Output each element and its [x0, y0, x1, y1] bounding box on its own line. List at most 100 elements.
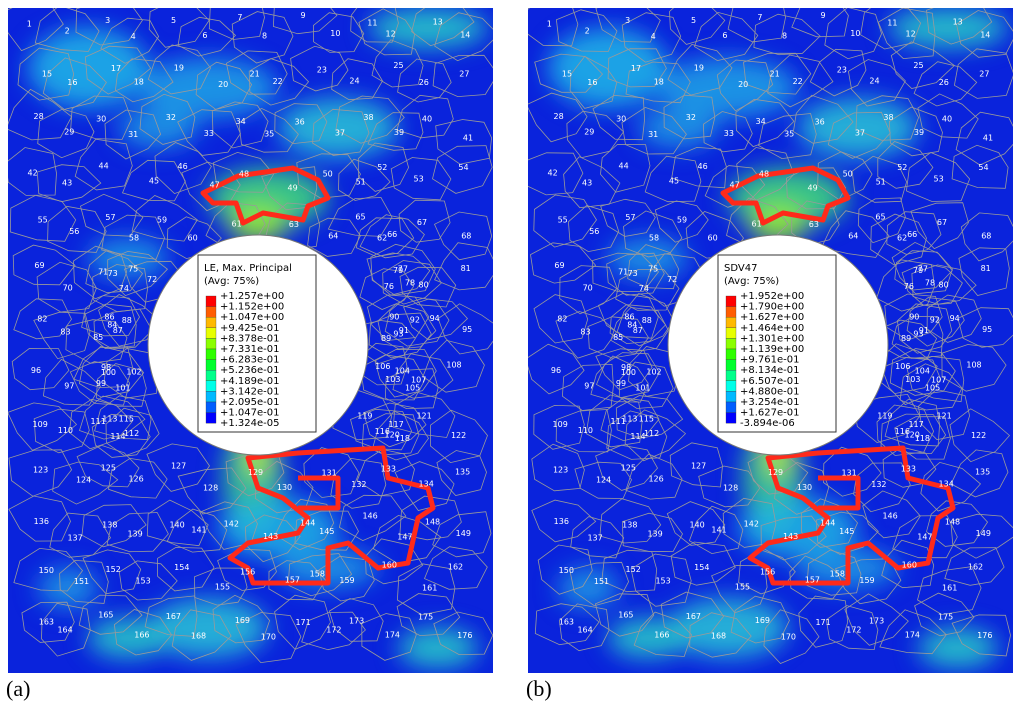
legend-box — [197, 254, 317, 433]
legend-value: +1.627e-01 — [740, 408, 800, 419]
grain-boundary — [177, 467, 247, 515]
grain-boundary — [669, 442, 723, 488]
grain-boundary — [958, 247, 1010, 296]
grain-label: 1 — [27, 20, 32, 29]
highlight-outline — [720, 165, 851, 226]
grain-label: 40 — [942, 114, 952, 123]
grain-boundary — [301, 611, 366, 651]
grain-label: 138 — [622, 520, 637, 529]
grain-label: 17 — [631, 64, 641, 73]
grain-boundary — [84, 45, 152, 95]
grain-boundary — [437, 303, 493, 355]
grain-boundary — [531, 499, 597, 543]
grain-boundary — [80, 193, 144, 237]
grain-boundary — [248, 58, 310, 106]
grain-boundary — [669, 8, 726, 45]
grain-label: 68 — [461, 232, 471, 241]
legend-swatch — [205, 412, 217, 424]
legend-value: +4.880e-01 — [740, 386, 800, 397]
grain-label: 161 — [422, 584, 437, 593]
grain-boundary — [290, 45, 349, 92]
grain-label: 55 — [558, 215, 568, 224]
grain-label: 23 — [317, 66, 327, 75]
grain-label: 88 — [642, 316, 652, 325]
grain-boundary — [595, 352, 660, 399]
grain-label: 48 — [239, 170, 249, 179]
grain-label: 125 — [621, 464, 636, 473]
grain-boundary — [881, 539, 935, 589]
grain-label: 77 — [918, 265, 928, 274]
grain-boundary — [817, 151, 873, 201]
grain-label: 133 — [901, 465, 916, 474]
grain-boundary — [533, 194, 597, 248]
grain-boundary — [42, 358, 102, 406]
grain-boundary — [555, 311, 618, 359]
grain-label: 160 — [382, 561, 397, 570]
grain-boundary — [73, 346, 134, 389]
grain-label: 104 — [915, 367, 930, 376]
grain-label: 6 — [722, 31, 727, 40]
grain-label: 167 — [686, 612, 701, 621]
grain-boundary — [530, 242, 597, 284]
grain-label: 127 — [171, 461, 186, 470]
grain-label: 97 — [584, 382, 594, 391]
grain-label: 163 — [559, 618, 574, 627]
legend-value: +1.257e+00 — [220, 291, 284, 302]
grain-label: 87 — [633, 326, 643, 335]
grain-label: 7 — [237, 13, 242, 22]
legend-value: -3.894e-06 — [740, 418, 795, 429]
legend-swatch — [725, 295, 737, 307]
grain-boundary — [396, 94, 454, 139]
grain-label: 8 — [782, 32, 787, 41]
grain-boundary — [533, 294, 589, 344]
grain-label: 9 — [300, 11, 305, 20]
grain-label: 132 — [351, 480, 366, 489]
grain-label: 53 — [414, 175, 424, 184]
grain-label: 174 — [385, 630, 400, 639]
grain-boundary — [882, 446, 937, 488]
grain-boundary — [599, 498, 662, 544]
grain-label: 10 — [330, 29, 340, 38]
legend-value: +9.761e-01 — [740, 355, 800, 366]
grain-label: 67 — [417, 218, 427, 227]
grain-boundary — [8, 449, 73, 497]
grain-label: 169 — [755, 616, 770, 625]
grain-label: 151 — [594, 577, 609, 586]
grain-boundary — [789, 555, 848, 600]
grain-label: 116 — [375, 427, 390, 436]
grain-label: 67 — [937, 218, 947, 227]
grain-label: 63 — [809, 220, 819, 229]
grain-boundary — [396, 593, 461, 637]
grain-label: 110 — [58, 426, 73, 435]
grain-boundary — [566, 110, 625, 159]
grain-label: 6 — [202, 31, 207, 40]
grain-boundary — [567, 205, 620, 253]
panel-label: (a) — [6, 676, 31, 701]
grain-label: 137 — [67, 533, 82, 542]
grain-boundary — [225, 50, 288, 95]
grain-boundary — [49, 512, 112, 558]
grain-boundary — [367, 112, 424, 151]
grain-boundary — [432, 511, 492, 558]
grain-boundary — [78, 346, 145, 398]
grain-label: 130 — [277, 483, 292, 492]
grain-boundary — [663, 94, 716, 140]
grain-boundary — [166, 508, 228, 553]
grain-boundary — [606, 252, 665, 296]
grain-boundary — [363, 402, 427, 448]
grain-label: 38 — [883, 113, 893, 122]
grain-label: 30 — [616, 115, 626, 124]
grain-boundary — [615, 269, 680, 311]
grain-label: 113 — [102, 415, 117, 424]
grain-label: 115 — [639, 415, 654, 424]
grain-boundary — [95, 363, 147, 407]
grain-label: 24 — [869, 76, 879, 85]
grain-label: 140 — [689, 520, 704, 529]
grain-label: 88 — [122, 316, 132, 325]
grain-label: 139 — [647, 529, 662, 538]
grain-boundary — [851, 155, 908, 203]
grain-label: 108 — [966, 361, 981, 370]
grain-boundary — [104, 109, 162, 160]
grain-boundary — [177, 16, 237, 57]
grain-boundary — [148, 8, 210, 48]
